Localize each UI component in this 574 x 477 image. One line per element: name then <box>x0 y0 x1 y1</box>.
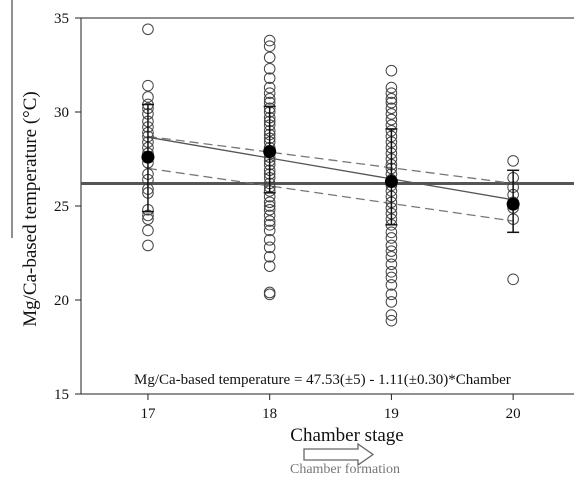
scatter-point <box>263 34 276 47</box>
scatter-point <box>263 93 276 105</box>
scatter-point <box>263 234 276 246</box>
scatter-point <box>142 213 154 225</box>
scatter-point <box>263 260 276 272</box>
scatter-point <box>385 266 398 278</box>
mean-markers <box>141 144 520 211</box>
x-tick-label: 18 <box>262 406 277 422</box>
y-tick-label: 15 <box>54 387 69 403</box>
x-ticks: 17 18 19 20 <box>140 394 521 422</box>
mean-point <box>263 144 277 158</box>
scatter-point <box>263 72 276 84</box>
mean-point <box>141 150 155 164</box>
arrow-label: Chamber formation <box>290 462 400 477</box>
scatter-point <box>385 239 398 252</box>
scatter-point <box>385 309 398 321</box>
scatter-point <box>263 87 276 99</box>
scatter-point <box>385 102 398 115</box>
scatter-point <box>507 155 519 167</box>
x-axis-label: Chamber stage <box>290 425 403 446</box>
x-tick-label: 19 <box>384 406 399 422</box>
scatter-point <box>385 296 398 308</box>
scatter-point <box>263 81 276 94</box>
scatter-point <box>263 203 276 216</box>
scatter-point <box>385 232 398 244</box>
scatter-point <box>385 258 398 271</box>
scatter-point <box>142 91 154 103</box>
scatter-point <box>385 108 398 120</box>
confidence-band-lower <box>147 167 514 222</box>
scatter-point <box>385 93 398 105</box>
scatter-point <box>263 224 276 237</box>
x-tick-label: 17 <box>140 406 156 422</box>
x-tick-label: 20 <box>506 406 521 422</box>
scatter-point <box>263 250 276 263</box>
scatter-point <box>263 62 276 75</box>
scatter-point <box>385 288 398 301</box>
scatter-point <box>385 271 398 284</box>
mean-point <box>506 197 520 211</box>
scatter-point <box>385 245 398 257</box>
scatter-point <box>385 314 398 327</box>
scatter-point <box>385 279 398 291</box>
scatter-point <box>263 288 276 301</box>
mean-point <box>384 175 398 189</box>
scatter-point <box>385 113 398 126</box>
y-ticks: 15 20 25 30 35 <box>54 11 81 403</box>
scatter-point <box>385 64 398 77</box>
scatter-point <box>263 196 276 209</box>
scatter-point <box>263 215 276 227</box>
y-tick-label: 35 <box>54 11 69 27</box>
scatter-points <box>142 23 519 327</box>
scatter-point <box>142 79 154 92</box>
y-tick-label: 25 <box>54 199 69 215</box>
y-tick-label: 30 <box>54 105 69 121</box>
scatter-point <box>263 200 276 212</box>
scatter-point <box>385 250 398 263</box>
scatter-point <box>385 226 398 239</box>
confidence-band <box>147 135 514 222</box>
y-tick-label: 20 <box>54 293 69 309</box>
confidence-band-upper <box>147 135 514 185</box>
scatter-point <box>385 96 398 109</box>
regression-line <box>147 136 514 201</box>
scatter-point <box>263 51 276 64</box>
scatter-point <box>263 209 276 222</box>
scatter-point <box>263 40 276 53</box>
scatter-point <box>385 81 398 94</box>
y-axis-label: Mg/Ca-based temperature (°C) <box>20 91 41 327</box>
scatter-point <box>263 241 276 254</box>
equation-text: Mg/Ca-based temperature = 47.53(±5) - 1.… <box>134 372 511 388</box>
scatter-point <box>507 273 519 286</box>
scatter-point <box>263 219 276 231</box>
chamber-formation-arrow <box>303 442 375 467</box>
scatter-point <box>385 87 398 99</box>
scatter-point <box>142 224 154 237</box>
scatter-point <box>142 239 154 252</box>
scatter-point <box>142 23 154 36</box>
